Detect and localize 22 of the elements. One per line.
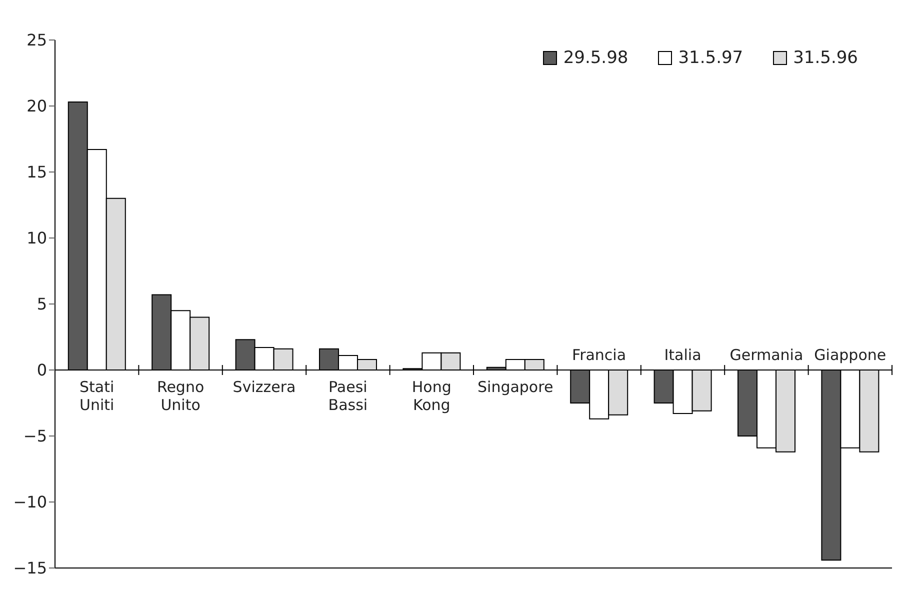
x-tick-label: Paesi Bassi — [328, 378, 368, 414]
x-tick-label: Svizzera — [232, 378, 296, 396]
y-tick-label: −15 — [13, 558, 47, 578]
y-tick-label: −10 — [13, 492, 47, 512]
y-tick-label: 15 — [26, 162, 47, 182]
y-tick-label: 20 — [26, 96, 47, 116]
legend-label: 31.5.96 — [793, 48, 858, 68]
legend-label: 29.5.98 — [563, 48, 628, 68]
x-tick-label: Germania — [730, 346, 804, 364]
y-tick-label: 10 — [26, 228, 47, 248]
y-tick-label: 25 — [26, 30, 47, 50]
y-tick-label: −5 — [23, 426, 47, 446]
x-tick-label: Hong Kong — [412, 378, 452, 414]
x-tick-label: Giappone — [814, 346, 886, 364]
x-tick-label: Italia — [664, 346, 702, 364]
x-tick-label: Regno Unito — [156, 378, 204, 414]
x-tick-label: Francia — [572, 346, 626, 364]
y-tick-label: 0 — [36, 360, 47, 380]
legend-label: 31.5.97 — [678, 48, 744, 68]
y-tick-label: 5 — [36, 294, 47, 314]
x-tick-label: Singapore — [478, 378, 554, 396]
x-tick-label: Stati Uniti — [80, 378, 114, 414]
